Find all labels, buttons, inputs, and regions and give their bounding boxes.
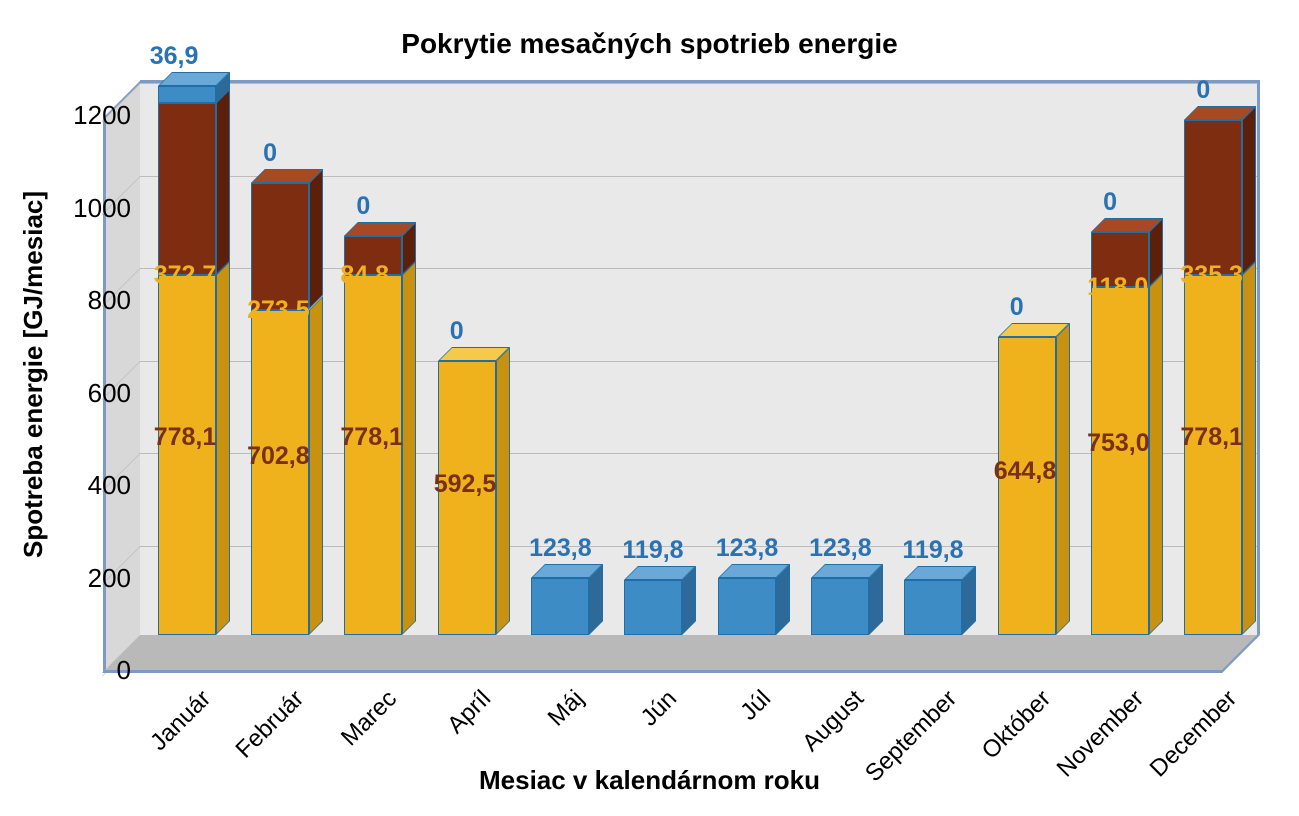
data-label-yellow: 778,1: [340, 423, 403, 452]
bar-segment: [811, 578, 869, 635]
data-label-blue: 123,8: [529, 534, 592, 563]
y-tick-label: 200: [41, 563, 131, 594]
data-label-blue: 0: [1010, 293, 1024, 322]
data-label-yellow: 592,5: [434, 470, 497, 499]
data-label-yellow: 753,0: [1087, 429, 1150, 458]
bar-segment: [158, 275, 216, 635]
bar-segment: [1184, 275, 1242, 635]
data-label-blue: 36,9: [150, 42, 199, 71]
data-label-blue: 0: [1103, 188, 1117, 217]
bar-segment: [531, 578, 589, 635]
y-tick-label: 400: [41, 470, 131, 501]
data-label-blue: 0: [263, 139, 277, 168]
data-label-brown: 335,3: [1180, 261, 1243, 290]
y-axis-label: Spotreba energie [GJ/mesiac]: [18, 190, 49, 557]
y-tick-label: 1200: [41, 100, 131, 131]
data-label-yellow: 702,8: [247, 442, 310, 471]
data-label-yellow: 778,1: [1180, 423, 1243, 452]
data-label-blue: 0: [450, 317, 464, 346]
bar-segment: [718, 578, 776, 635]
data-label-blue: 0: [356, 192, 370, 221]
data-label-brown: 273,5: [247, 296, 310, 325]
bar-segment: [344, 275, 402, 635]
bar-segment: [158, 103, 216, 275]
bar-segment: [624, 580, 682, 635]
data-label-blue: 123,8: [716, 534, 779, 563]
y-tick-label: 800: [41, 285, 131, 316]
data-label-yellow: 778,1: [154, 423, 217, 452]
data-label-brown: 372,7: [154, 261, 217, 290]
data-label-blue: 0: [1196, 76, 1210, 105]
plot-floor: [102, 635, 1260, 673]
chart-container: Pokrytie mesačných spotrieb energie Spot…: [0, 0, 1299, 816]
y-tick-label: 1000: [41, 193, 131, 224]
bar-segment: [251, 310, 309, 635]
data-label-brown: 118,0: [1087, 273, 1148, 302]
bar-segment: [1184, 120, 1242, 275]
data-label-blue: 119,8: [902, 536, 963, 565]
data-label-brown: 84,8: [340, 261, 389, 290]
bar-segment: [904, 580, 962, 635]
data-label-blue: 123,8: [809, 534, 872, 563]
data-label-yellow: 644,8: [994, 457, 1057, 486]
data-label-blue: 119,8: [622, 536, 683, 565]
bar-segment: [158, 86, 216, 103]
bar-segment: [251, 183, 309, 309]
bar-segment: [1091, 287, 1149, 635]
y-tick-label: 0: [41, 655, 131, 686]
y-tick-label: 600: [41, 378, 131, 409]
bars-layer: [140, 80, 1260, 635]
